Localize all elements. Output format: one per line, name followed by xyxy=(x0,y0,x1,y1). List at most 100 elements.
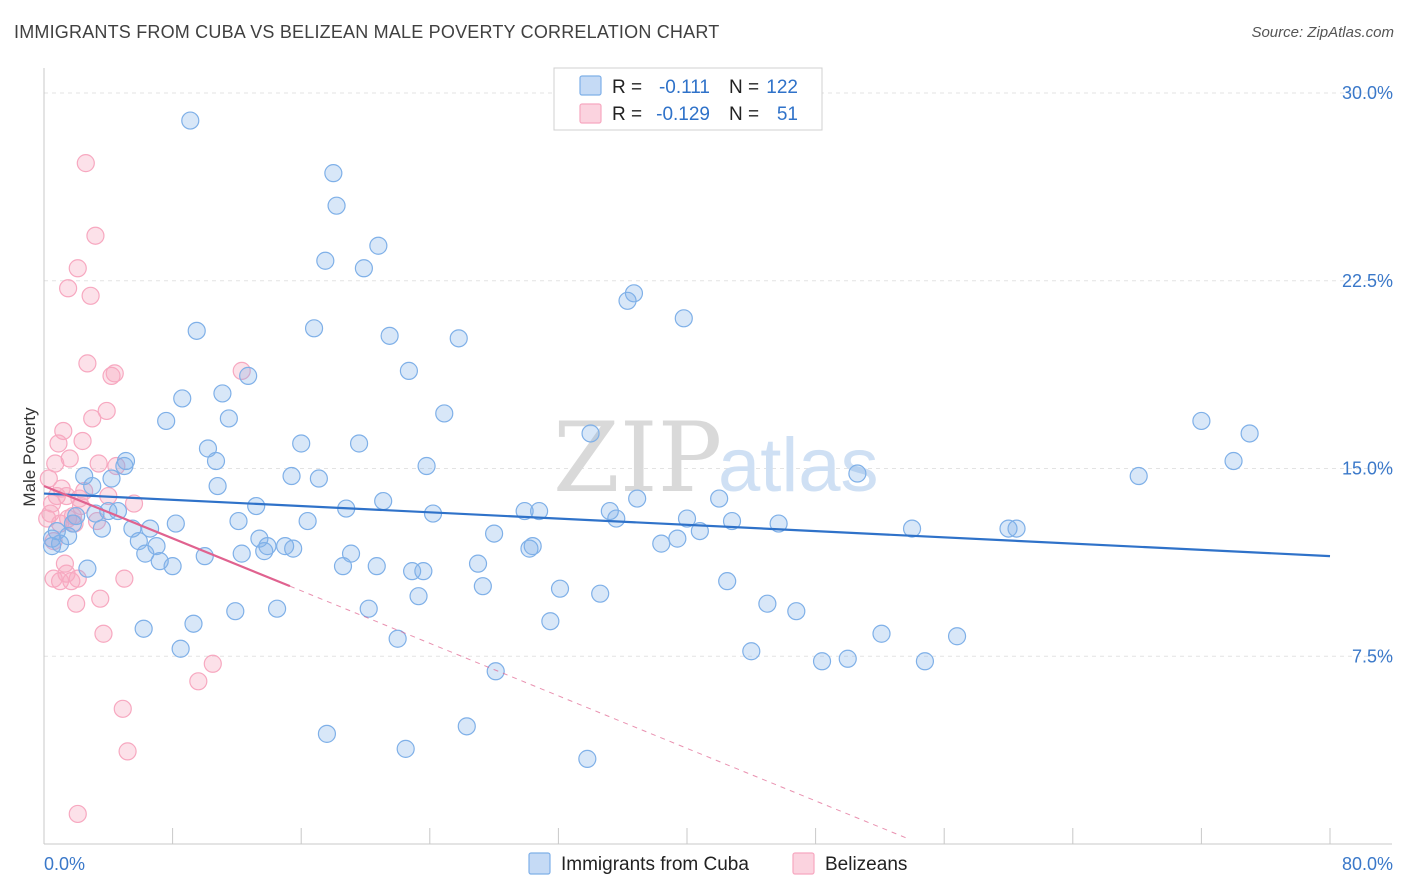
cuba-point-54 xyxy=(316,251,335,270)
legend-swatch-belizeans xyxy=(579,103,602,124)
legend-swatch-cuba xyxy=(579,75,602,96)
cuba-point-93 xyxy=(607,509,626,528)
cuba-point-29 xyxy=(181,111,200,130)
cuba-point-82 xyxy=(486,662,505,681)
cuba-point-72 xyxy=(409,587,428,606)
cuba-point-111 xyxy=(848,464,867,483)
chart-title: IMMIGRANTS FROM CUBA VS BELIZEAN MALE PO… xyxy=(14,22,720,42)
cuba-point-98 xyxy=(668,529,687,548)
cuba-point-103 xyxy=(718,572,737,591)
y-tick-label-1: 15.0% xyxy=(1342,459,1393,479)
belizeans-point-44 xyxy=(115,569,134,588)
cuba-point-65 xyxy=(369,236,388,255)
legend-n-label-1: N = xyxy=(729,77,759,98)
cuba-point-48 xyxy=(282,466,301,486)
source-label: Source: ZipAtlas.com xyxy=(1251,24,1394,41)
belizeans-point-5 xyxy=(46,454,65,473)
belizeans-point-37 xyxy=(97,401,116,421)
cuba-point-97 xyxy=(652,534,671,553)
belizeans-point-34 xyxy=(89,454,108,473)
legend-r-value-2: -0.129 xyxy=(656,104,710,125)
belizeans-point-21 xyxy=(68,569,87,588)
cuba-point-120 xyxy=(1224,451,1243,471)
belizeans-point-40 xyxy=(105,364,124,383)
cuba-point-41 xyxy=(239,366,258,385)
cuba-point-27 xyxy=(171,639,190,658)
cuba-point-50 xyxy=(292,434,311,453)
cuba-point-35 xyxy=(208,476,227,496)
y-axis-label: Male Poverty xyxy=(20,407,39,507)
cuba-point-13 xyxy=(102,469,121,488)
belizeans-point-30 xyxy=(81,286,100,305)
belizeans-point-32 xyxy=(86,226,105,245)
belizeans-point-27 xyxy=(68,259,87,278)
series-legend: Immigrants from Cuba Belizeans xyxy=(528,852,907,875)
legend-n-value-2: 51 xyxy=(777,104,798,125)
belizeans-point-31 xyxy=(83,409,102,428)
trend-lines xyxy=(43,485,1331,840)
cuba-point-31 xyxy=(187,321,206,340)
legend-label-cuba: Immigrants from Cuba xyxy=(561,854,749,875)
belizeans-point-29 xyxy=(78,354,97,373)
cuba-point-37 xyxy=(219,409,238,428)
belizeans-point-26 xyxy=(59,279,78,298)
cuba-point-8 xyxy=(78,559,97,578)
cuba-point-61 xyxy=(349,434,369,453)
cuba-point-44 xyxy=(255,542,274,561)
y-tick-label-2: 22.5% xyxy=(1342,271,1393,291)
cuba-point-42 xyxy=(247,496,266,516)
cuba-point-70 xyxy=(399,361,419,380)
cuba-point-57 xyxy=(327,196,346,215)
cuba-point-73 xyxy=(414,562,433,581)
cuba-point-90 xyxy=(581,424,600,443)
cuba-point-96 xyxy=(628,489,647,508)
cuba-point-101 xyxy=(690,521,709,541)
cuba-point-55 xyxy=(317,724,337,743)
cuba-point-64 xyxy=(367,557,386,576)
cuba-point-115 xyxy=(947,627,967,646)
belizeans-point-42 xyxy=(113,699,132,718)
cuba-point-69 xyxy=(396,739,415,758)
cuba-point-40 xyxy=(232,544,251,563)
cuba-point-108 xyxy=(787,602,806,621)
cuba-point-49 xyxy=(284,539,303,558)
legend-r-label-1: R = xyxy=(612,77,642,98)
cuba-point-109 xyxy=(812,652,832,671)
axes xyxy=(43,68,1392,845)
cuba-point-104 xyxy=(722,511,742,531)
cuba-point-60 xyxy=(341,544,361,563)
cuba-point-86 xyxy=(530,501,549,521)
belizeans-point-35 xyxy=(91,589,110,608)
cuba-point-11 xyxy=(92,519,111,538)
belizeans-point-39 xyxy=(102,366,121,385)
cuba-point-89 xyxy=(578,749,597,768)
cuba-point-63 xyxy=(359,599,378,618)
belizeans-point-46 xyxy=(189,672,208,691)
cuba-point-22 xyxy=(147,537,166,556)
cuba-point-79 xyxy=(468,554,488,573)
legend-n-value-1: 122 xyxy=(766,77,798,98)
cuba-point-46 xyxy=(267,599,287,618)
x-tick-label-min: 0.0% xyxy=(44,854,85,874)
cuba-point-19 xyxy=(134,619,153,638)
legend-n-label-2: N = xyxy=(729,104,759,125)
cuba-point-6 xyxy=(67,506,86,526)
cuba-point-74 xyxy=(417,456,436,476)
cuba-point-45 xyxy=(258,537,277,556)
cuba-point-51 xyxy=(298,511,317,531)
legend-label-belizeans: Belizeans xyxy=(825,854,907,875)
cuba-point-117 xyxy=(1007,519,1026,538)
y-tick-label-0: 7.5% xyxy=(1352,646,1393,666)
cuba-point-106 xyxy=(758,594,777,613)
cuba-point-118 xyxy=(1129,466,1148,486)
cuba-point-38 xyxy=(226,602,245,621)
cuba-point-121 xyxy=(1240,424,1259,443)
cuba-point-34 xyxy=(206,451,226,471)
watermark-zip: ZIP xyxy=(553,402,722,514)
cuba-point-99 xyxy=(674,309,693,328)
legend-swatch-bottom-cuba xyxy=(528,852,551,875)
belizeans-point-36 xyxy=(94,624,113,643)
y-tick-label-3: 30.0% xyxy=(1342,83,1393,103)
cuba-point-76 xyxy=(435,404,454,423)
